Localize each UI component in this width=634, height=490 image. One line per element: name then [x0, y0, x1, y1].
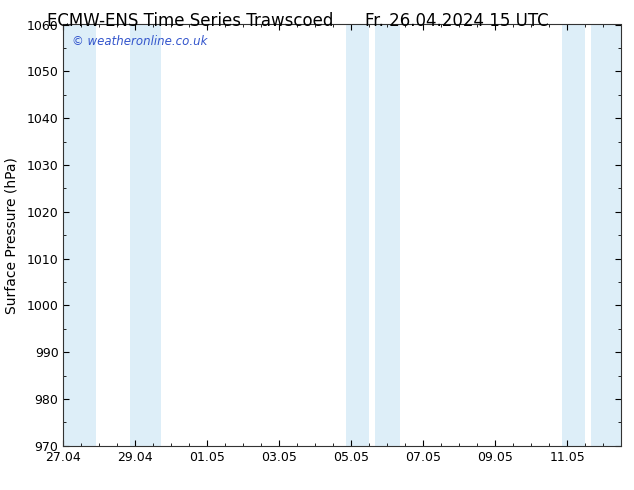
Bar: [591, 24, 621, 446]
Text: ECMW-ENS Time Series Trawscoed: ECMW-ENS Time Series Trawscoed: [47, 12, 333, 30]
Bar: [346, 24, 370, 446]
Bar: [63, 24, 96, 446]
Bar: [130, 24, 160, 446]
Text: Fr. 26.04.2024 15 UTC: Fr. 26.04.2024 15 UTC: [365, 12, 548, 30]
Y-axis label: Surface Pressure (hPa): Surface Pressure (hPa): [4, 157, 18, 314]
Text: © weatheronline.co.uk: © weatheronline.co.uk: [72, 35, 207, 48]
Bar: [375, 24, 400, 446]
Bar: [562, 24, 585, 446]
